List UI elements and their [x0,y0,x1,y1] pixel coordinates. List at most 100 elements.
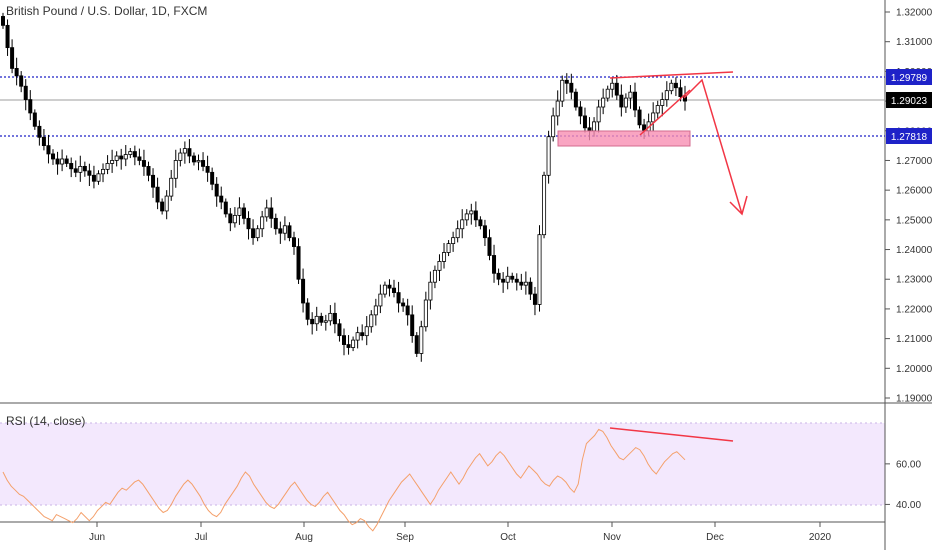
candle-body [460,219,465,230]
candle-body [351,339,356,348]
candle-body [596,106,601,123]
last-price-tag [886,92,932,108]
price-tick-label: 1.24000 [896,245,932,256]
candle-body [469,210,474,215]
candle-body [660,99,665,106]
candle-body [5,24,10,49]
resistance-trendline[interactable] [609,71,734,79]
price-tick-label: 1.26000 [896,186,932,197]
candle-body [478,219,483,227]
ascending-support-trendline[interactable] [639,89,691,136]
candle-body [423,299,428,328]
time-tick-label: Sep [396,532,414,543]
last-price-label: 1.29023 [891,96,928,107]
candle-body [605,88,610,99]
candle-body [482,225,487,239]
candle-body [401,302,406,307]
candle-body [187,148,192,157]
candle-body [582,115,587,129]
candle-body [601,97,606,108]
candle-body [137,156,142,161]
price-tick-label: 1.23000 [896,275,932,286]
candle-body [60,158,65,165]
candle-body [678,87,683,98]
candle-body [55,158,60,165]
candle-body [673,82,678,89]
candle-body [555,100,560,117]
candle-body [414,335,419,354]
candle-body [619,94,624,108]
candle-body [37,125,42,138]
candle-body [241,207,246,219]
candle-body [514,278,519,283]
candle-body [669,82,674,92]
candle-body [560,79,565,102]
candle-body [387,284,392,289]
projected-move-arrow[interactable] [683,78,743,215]
candle-body [364,326,369,337]
candle-body [564,79,569,84]
candle-body [287,225,292,239]
candle-body [146,165,151,176]
candle-body [346,344,351,348]
candle-body [269,207,274,219]
candle-body [355,332,360,341]
candle-body [382,284,387,295]
rsi-line [2,428,686,532]
rsi-tick-label: 40.00 [896,500,921,511]
candle-body [78,165,83,173]
candle-body [337,323,342,337]
candle-body [301,278,306,304]
candle-body [328,312,333,322]
candle-body [451,237,456,245]
candle-body [219,195,224,203]
demand-zone[interactable] [557,130,691,147]
candle-body [437,261,442,271]
candle-body [210,171,215,185]
candle-body [151,174,156,188]
candle-body [614,82,619,96]
candle-body [101,168,106,175]
candle-body [82,165,87,172]
candle-body [201,160,206,167]
support-price-tag [886,128,932,144]
time-tick-label: Jul [195,532,208,543]
candlestick-series [0,12,688,362]
candle-body [341,335,346,345]
price-tick-label: 1.19000 [896,394,932,405]
candle-body [164,195,169,212]
time-axis: Jun Jul Aug Sep Oct Nov Dec 2020 [89,522,832,543]
price-tick-label: 1.25000 [896,215,932,226]
candle-body [373,305,378,316]
candle-body [392,287,397,293]
candle-body [428,281,433,301]
candle-body [455,228,460,239]
candle-body [141,160,146,167]
candle-body [123,154,128,160]
candle-body [610,82,615,90]
candle-body [369,314,374,328]
candle-body [537,234,542,305]
candle-body [592,121,597,132]
time-tick-label: Aug [295,532,313,543]
candle-body [128,151,133,155]
price-tick-label: 1.31000 [896,37,932,48]
candle-body [196,160,201,163]
candle-body [464,213,469,221]
candle-body [360,332,365,337]
time-tick-label: Jun [89,532,105,543]
support-price-label: 1.27818 [891,132,928,143]
candle-body [623,97,628,108]
candle-body [41,136,46,147]
candle-body [528,281,533,295]
candle-body [64,158,69,164]
rsi-title: RSI (14, close) [6,414,85,428]
candle-body [637,109,642,126]
price-tick-label: 1.20000 [896,364,932,375]
candle-body [251,228,256,239]
rsi-divergence-line[interactable] [609,427,734,442]
candle-body [51,153,56,160]
price-tick-label: 1.21000 [896,334,932,345]
candle-body [323,320,328,323]
